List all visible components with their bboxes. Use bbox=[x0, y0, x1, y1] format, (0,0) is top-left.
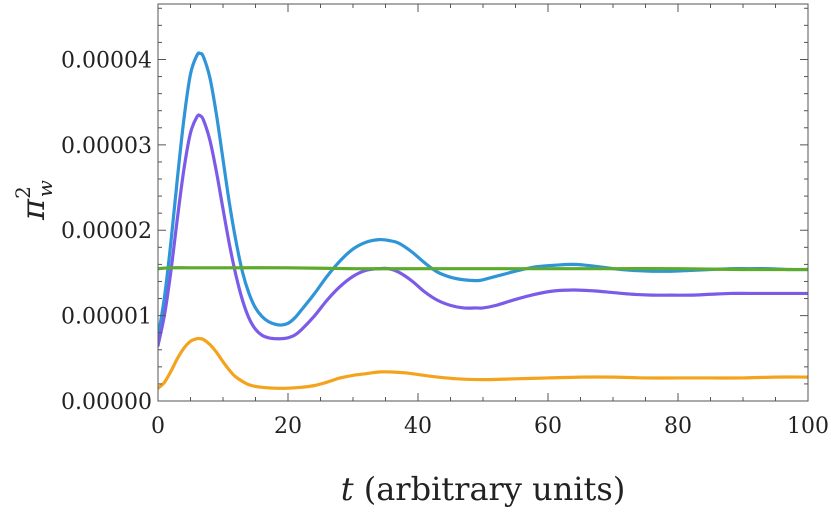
series-line-2 bbox=[158, 113, 808, 348]
y-tick-label: 0.00004 bbox=[61, 48, 152, 73]
series-line-4 bbox=[158, 336, 808, 390]
series-layer bbox=[158, 51, 808, 390]
y-axis-symbol: π bbox=[14, 198, 52, 221]
y-tick-label: 0.00003 bbox=[61, 134, 152, 159]
x-tick-label: 20 bbox=[274, 414, 302, 439]
x-tick-label: 0 bbox=[151, 414, 165, 439]
svg-text:π2w: π2w bbox=[11, 180, 57, 221]
x-axis-units: (arbitrary units) bbox=[354, 470, 626, 508]
x-tick-label: 80 bbox=[664, 414, 692, 439]
y-axis-subscript: w bbox=[33, 180, 57, 197]
x-axis-title: t (arbitrary units) bbox=[341, 470, 626, 508]
y-tick-label: 0.00000 bbox=[61, 390, 152, 415]
x-tick-label: 40 bbox=[404, 414, 432, 439]
y-tick-label: 0.00001 bbox=[61, 305, 152, 330]
x-tick-label: 60 bbox=[534, 414, 562, 439]
plot-frame bbox=[157, 3, 809, 402]
series-line-3 bbox=[158, 266, 808, 272]
y-axis-title: π2w bbox=[11, 180, 57, 221]
y-axis: 0.00000 0.00001 0.00002 0.00003 0.00004 bbox=[61, 7, 808, 415]
y-tick-label: 0.00002 bbox=[61, 219, 152, 244]
x-tick-label: 100 bbox=[787, 414, 829, 439]
x-axis-variable: t bbox=[341, 470, 354, 508]
x-axis: 0 20 40 60 80 100 bbox=[151, 4, 829, 439]
y-axis-superscript: 2 bbox=[11, 186, 35, 199]
